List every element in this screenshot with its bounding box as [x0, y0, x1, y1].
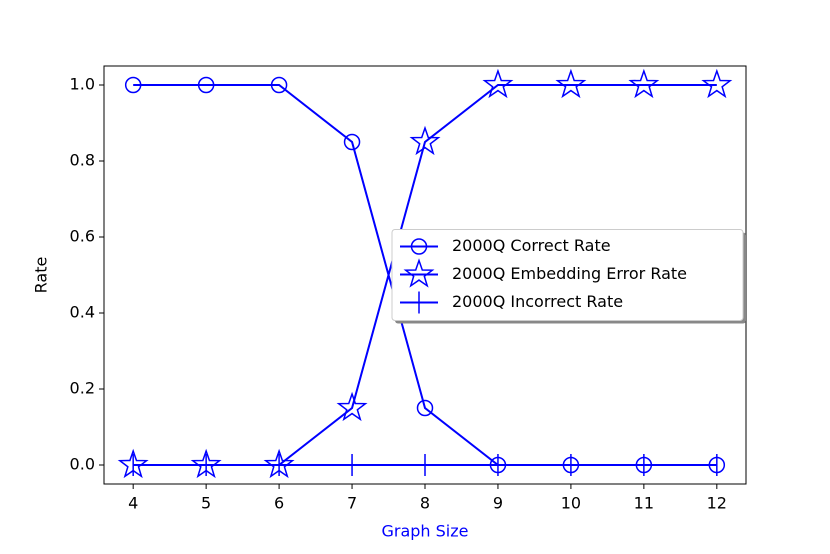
marker [701, 68, 733, 99]
marker [409, 125, 441, 156]
x-tick-label: 7 [347, 494, 357, 513]
x-tick-label: 10 [561, 494, 581, 513]
marker [336, 391, 368, 422]
marker [403, 258, 435, 288]
y-axis-label: Rate [32, 257, 51, 294]
marker [124, 76, 142, 94]
legend-label: 2000Q Embedding Error Rate [452, 264, 687, 283]
x-tick-label: 5 [201, 494, 211, 513]
marker [628, 68, 660, 99]
y-tick-label: 1.0 [70, 75, 95, 94]
x-tick-label: 8 [420, 494, 430, 513]
marker [343, 133, 361, 151]
y-tick-label: 0.2 [70, 379, 95, 398]
x-tick-label: 9 [493, 494, 503, 513]
marker [270, 76, 288, 94]
x-tick-label: 12 [707, 494, 727, 513]
marker [410, 238, 428, 255]
y-tick-label: 0.6 [70, 227, 95, 246]
y-tick-label: 0.4 [70, 303, 95, 322]
x-tick-label: 6 [274, 494, 284, 513]
marker [482, 68, 514, 99]
legend-box [391, 229, 744, 321]
legend-label: 2000Q Correct Rate [452, 236, 611, 255]
legend: 2000Q Correct Rate 2000Q Embedding Error … [391, 229, 746, 324]
x-tick-label: 4 [128, 494, 138, 513]
marker [555, 68, 587, 99]
legend-label: 2000Q Incorrect Rate [452, 292, 623, 311]
x-axis-label: Graph Size [381, 522, 468, 541]
marker [416, 399, 434, 417]
y-tick-label: 0.8 [70, 151, 95, 170]
marker [197, 76, 215, 94]
y-tick-label: 0.0 [70, 455, 95, 474]
x-tick-label: 11 [634, 494, 654, 513]
